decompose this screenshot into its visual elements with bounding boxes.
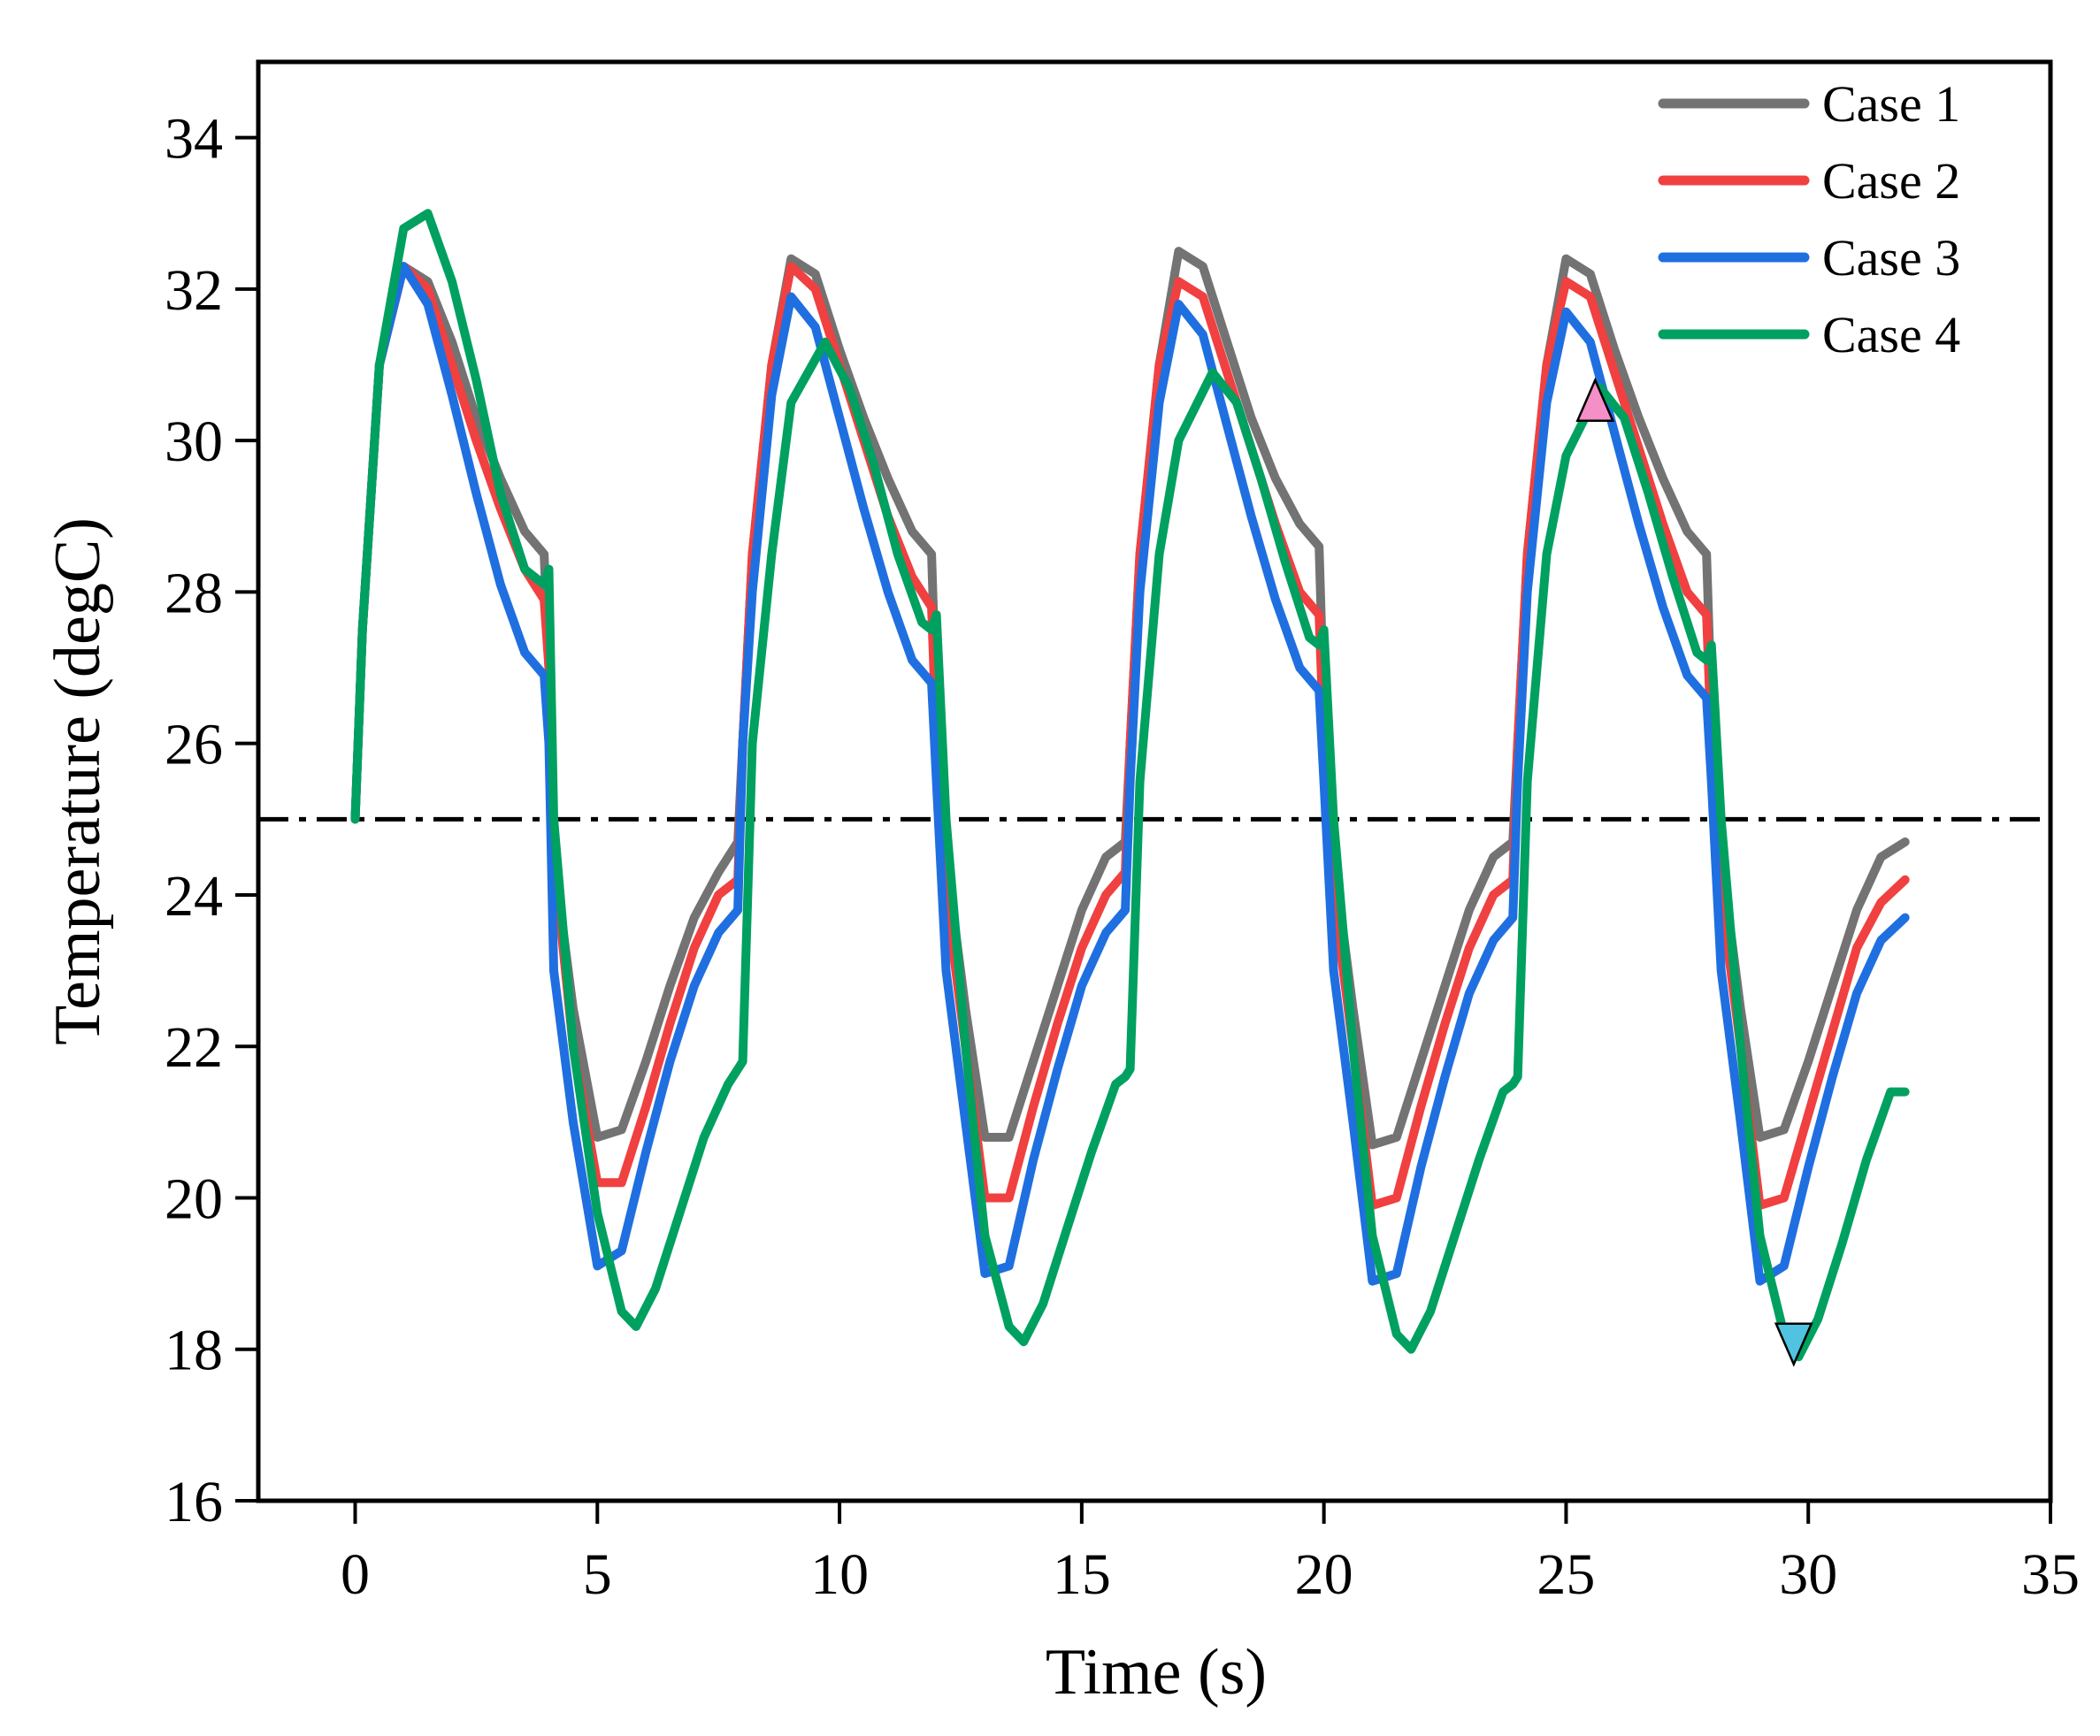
- x-tick-label: 5: [583, 1542, 612, 1607]
- legend-label-case-1: Case 1: [1822, 75, 1960, 133]
- x-axis-title: Time (s): [1046, 1636, 1267, 1709]
- annotation-markers: [1575, 377, 1813, 1367]
- y-tick-label: 20: [165, 1166, 223, 1231]
- legend-label-case-3: Case 3: [1822, 229, 1960, 287]
- x-tick-label: 0: [341, 1542, 370, 1607]
- min-marker: [1774, 1322, 1813, 1367]
- y-tick-label: 34: [165, 107, 223, 172]
- x-tick-label: 15: [1053, 1542, 1111, 1607]
- axes: [235, 59, 2053, 1524]
- legend-label-case-2: Case 2: [1822, 152, 1960, 210]
- x-tick-label: 25: [1537, 1542, 1595, 1607]
- axis-labels: 0 5 10 15 20 25 30 35 16 18 20 22 24 26 28 30 32 34 Time (…: [42, 107, 2080, 1709]
- y-tick-label: 22: [165, 1015, 223, 1080]
- y-tick-label: 24: [165, 864, 223, 929]
- legend: Case 1 Case 2 Case 3 Case 4: [1658, 75, 1960, 363]
- y-axis-title: Temperature (degC): [42, 517, 114, 1045]
- series-line-case-3: [350, 262, 1910, 1286]
- y-tick-label: 32: [165, 258, 223, 323]
- x-tick-label: 35: [2021, 1542, 2080, 1607]
- max-marker: [1575, 377, 1615, 423]
- y-tick-label: 16: [165, 1470, 223, 1534]
- series-lines: [350, 209, 1910, 1362]
- series-line-case-4: [350, 209, 1910, 1362]
- x-tick-label: 30: [1779, 1542, 1837, 1607]
- legend-label-case-4: Case 4: [1822, 306, 1960, 363]
- y-tick-label: 28: [165, 561, 223, 625]
- y-tick-label: 30: [165, 409, 223, 474]
- y-tick-label: 18: [165, 1319, 223, 1383]
- x-tick-label: 20: [1295, 1542, 1353, 1607]
- x-tick-label: 10: [810, 1542, 869, 1607]
- y-tick-label: 26: [165, 713, 223, 777]
- plot-frame: [256, 59, 2053, 1503]
